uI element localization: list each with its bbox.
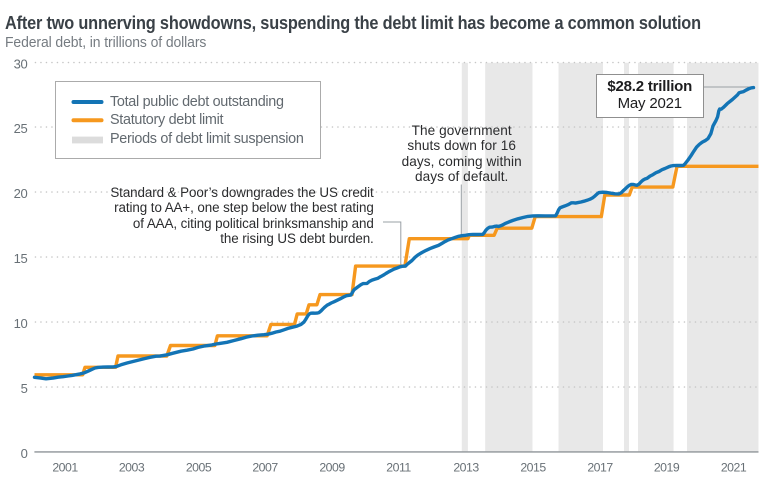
svg-text:2015: 2015 xyxy=(520,461,546,475)
svg-text:5: 5 xyxy=(21,381,28,396)
svg-text:30: 30 xyxy=(14,57,28,72)
svg-text:2013: 2013 xyxy=(453,461,479,475)
svg-text:2021: 2021 xyxy=(721,461,747,475)
svg-text:2009: 2009 xyxy=(319,461,345,475)
svg-text:15: 15 xyxy=(14,251,28,266)
svg-text:2017: 2017 xyxy=(587,461,613,475)
svg-text:2007: 2007 xyxy=(252,461,278,475)
svg-text:2003: 2003 xyxy=(119,461,145,475)
svg-text:2005: 2005 xyxy=(186,461,212,475)
svg-text:0: 0 xyxy=(21,446,28,461)
svg-text:2001: 2001 xyxy=(52,461,78,475)
svg-text:2011: 2011 xyxy=(386,461,411,475)
svg-text:25: 25 xyxy=(14,121,28,136)
svg-text:10: 10 xyxy=(14,316,28,331)
svg-text:2019: 2019 xyxy=(654,461,680,475)
svg-text:20: 20 xyxy=(14,186,28,201)
